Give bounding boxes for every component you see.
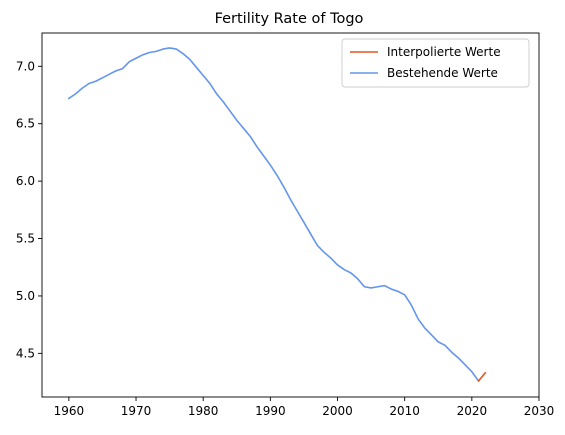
plot-series	[67, 47, 487, 383]
y-tick-label: 6.5	[16, 117, 35, 131]
y-tick-label: 7.0	[16, 59, 35, 73]
x-tick-label: 2020	[457, 404, 488, 418]
y-tick-label: 5.5	[16, 232, 35, 246]
series-line-0	[477, 371, 487, 383]
x-tick-label: 2000	[322, 404, 353, 418]
x-tick-label: 1990	[255, 404, 286, 418]
legend-label-1: Bestehende Werte	[387, 66, 498, 80]
x-tick-label: 2030	[524, 404, 555, 418]
y-tick-label: 5.0	[16, 289, 35, 303]
y-tick-label: 6.0	[16, 174, 35, 188]
x-tick-label: 1960	[54, 404, 85, 418]
plot-frame	[41, 32, 540, 398]
legend-box	[341, 38, 530, 88]
series-line-1	[67, 47, 480, 383]
chart-title: Fertility Rate of Togo	[215, 11, 364, 27]
y-tick-label: 4.5	[16, 346, 35, 360]
legend-label-0: Interpolierte Werte	[387, 45, 501, 59]
legend: Interpolierte Werte Bestehende Werte	[341, 38, 530, 88]
x-tick-label: 1970	[121, 404, 152, 418]
x-tick-label: 2010	[389, 404, 420, 418]
x-tick-label: 1980	[188, 404, 219, 418]
axes: 1960 1970 1980 1990 2000 2010 2020 2030 4.5 5.0 5.…	[16, 32, 555, 418]
